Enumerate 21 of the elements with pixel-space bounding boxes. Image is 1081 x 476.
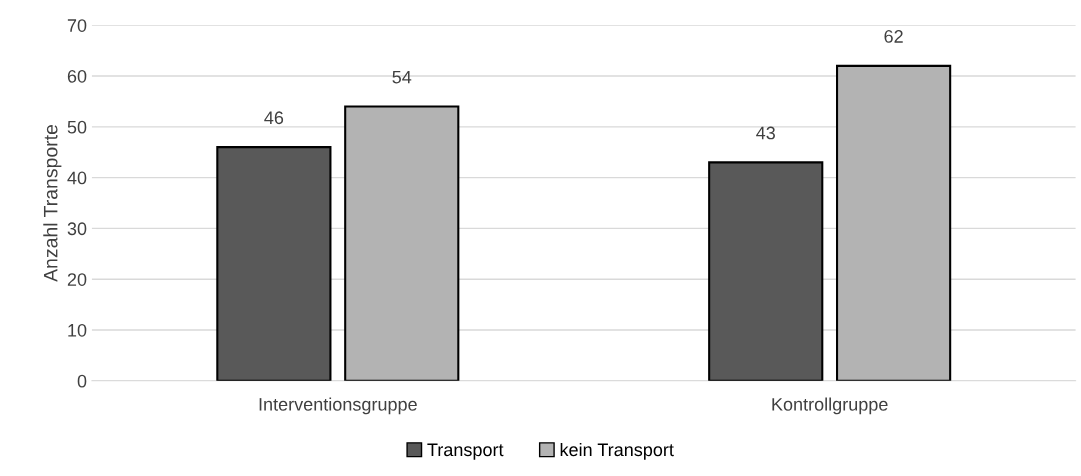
legend-label: Transport [427, 443, 504, 460]
bar [344, 105, 460, 381]
bar [216, 146, 332, 381]
data-label: 54 [392, 70, 412, 84]
y-tick-label: 70 [67, 19, 87, 32]
data-label: 46 [264, 111, 284, 125]
data-label: 62 [884, 30, 903, 43]
x-tick-label: Kontrollgruppe [772, 397, 888, 415]
y-tick-label: 50 [67, 120, 87, 134]
y-tick-label: 10 [68, 323, 87, 337]
y-tick-label: 60 [67, 69, 87, 83]
data-label: 43 [756, 126, 775, 140]
y-tick-label: 40 [67, 171, 87, 185]
bar [836, 64, 952, 381]
y-tick-label: 0 [77, 374, 87, 388]
y-tick-label: 30 [67, 222, 87, 236]
x-tick-label: Interventionsgruppe [259, 397, 417, 415]
y-tick-label: 20 [67, 273, 87, 286]
y-axis-title: Anzahl Transporte [43, 124, 62, 282]
legend-label: kein Transport [560, 442, 674, 460]
bar [708, 161, 824, 381]
